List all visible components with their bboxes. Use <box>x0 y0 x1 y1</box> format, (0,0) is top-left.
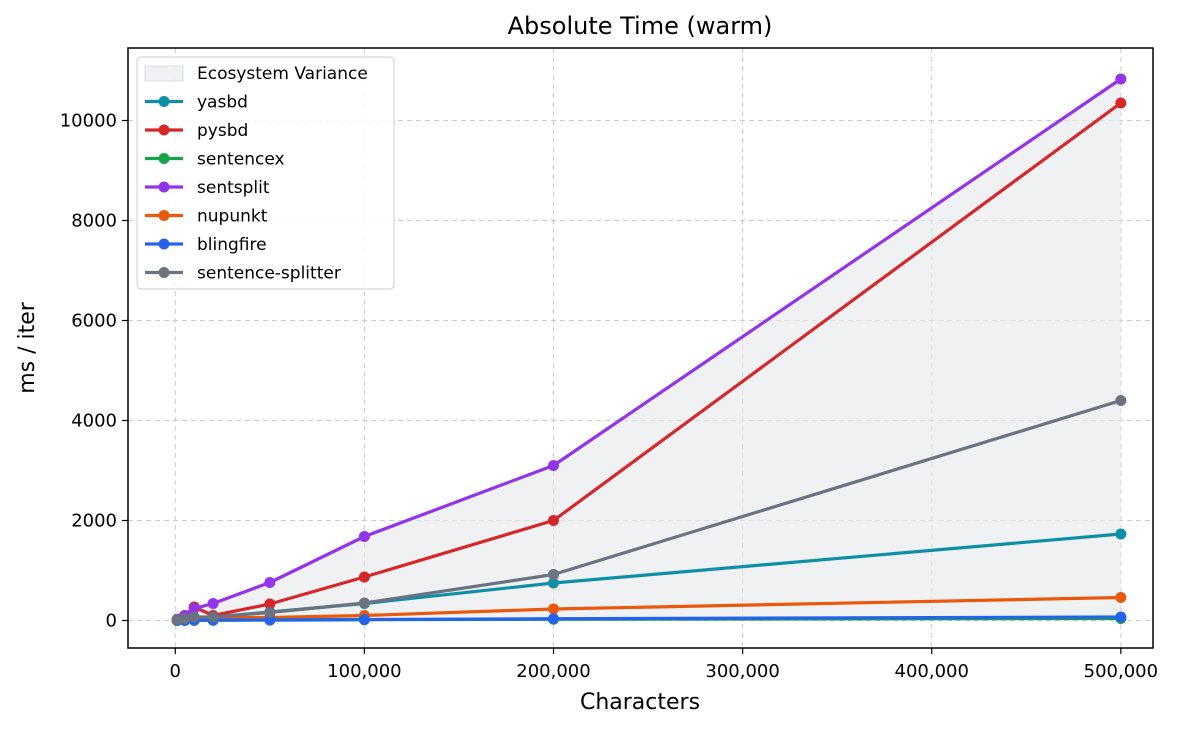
y-tick-label: 6000 <box>71 311 117 332</box>
legend-marker-sentencex <box>158 153 170 164</box>
data-point <box>548 460 560 471</box>
legend-marker-yasbd <box>158 96 170 107</box>
data-point <box>188 611 200 623</box>
data-point <box>1115 611 1127 623</box>
legend-label: sentence-splitter <box>197 264 341 284</box>
legend-marker-sentsplit <box>158 181 170 193</box>
legend-label: Ecosystem Variance <box>197 64 368 84</box>
legend-label: sentencex <box>197 150 285 170</box>
y-axis-ticks: 0 2000 4000 6000 8000 10000 <box>60 111 128 632</box>
variance-band-area <box>177 79 1121 621</box>
legend-marker-pysbd <box>158 124 170 136</box>
legend-marker-nupunkt <box>158 210 170 221</box>
data-point <box>548 603 560 615</box>
series-lines <box>171 73 1127 626</box>
data-point <box>179 613 191 624</box>
x-tick-label: 100,000 <box>327 661 401 682</box>
x-tick-label: 500,000 <box>1084 661 1158 682</box>
data-point <box>207 598 219 609</box>
x-axis-title: Characters <box>580 690 700 715</box>
data-point <box>358 531 370 542</box>
chart-title: Absolute Time (warm) <box>508 12 773 40</box>
data-point <box>548 515 560 526</box>
variance-band <box>177 79 1121 621</box>
legend-label: pysbd <box>197 121 248 141</box>
y-tick-label: 2000 <box>71 511 117 532</box>
x-tick-label: 0 <box>170 661 181 682</box>
x-tick-label: 300,000 <box>705 661 779 682</box>
x-tick-label: 400,000 <box>895 661 969 682</box>
y-tick-label: 4000 <box>71 411 117 432</box>
legend-label: nupunkt <box>197 207 268 227</box>
data-point <box>264 607 276 618</box>
data-point <box>548 577 560 589</box>
y-tick-label: 8000 <box>71 211 117 232</box>
y-tick-label: 0 <box>106 611 117 632</box>
data-point <box>1115 97 1127 109</box>
y-tick-label: 10000 <box>60 111 117 132</box>
legend-label: sentsplit <box>197 178 270 198</box>
data-point <box>1115 528 1127 540</box>
legend-marker-sentence-splitter <box>158 267 170 278</box>
data-point <box>1115 395 1127 406</box>
x-axis-ticks: 0 100,000 200,000 300,000 400,000 500,000 <box>170 648 1158 682</box>
legend-label: yasbd <box>197 93 248 113</box>
x-tick-label: 200,000 <box>516 661 590 682</box>
plot-frame <box>127 47 1154 649</box>
data-point <box>548 613 560 625</box>
legend: Ecosystem Variance yasbd pysbd sentencex sen… <box>136 56 395 290</box>
data-point <box>264 598 276 610</box>
data-point <box>358 614 370 625</box>
data-point <box>1115 592 1127 603</box>
series-sentence-splitter <box>171 395 1127 626</box>
data-point <box>264 577 276 588</box>
data-point <box>207 611 219 623</box>
data-point <box>1115 73 1127 85</box>
data-point <box>358 571 370 583</box>
legend-label: blingfire <box>197 235 267 255</box>
data-point <box>548 569 560 580</box>
data-point <box>188 603 200 614</box>
y-axis-title: ms / iter <box>15 301 40 394</box>
legend-swatch-band <box>144 65 184 82</box>
legend-marker-blingfire <box>158 238 170 250</box>
data-point <box>358 597 370 609</box>
legend-box <box>136 56 395 290</box>
